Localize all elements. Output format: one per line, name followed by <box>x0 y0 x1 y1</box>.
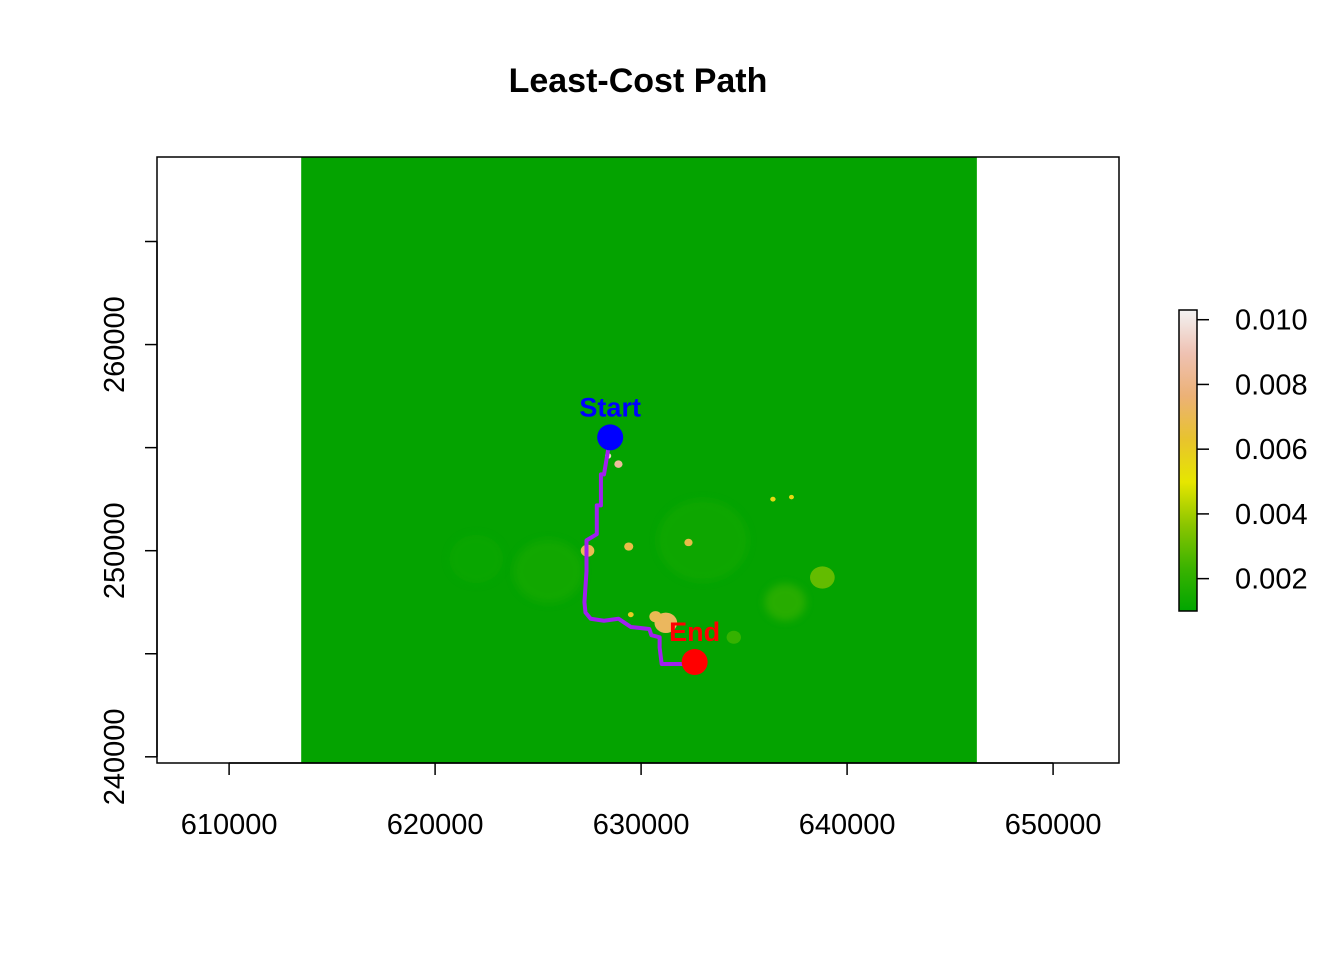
cost-patch <box>770 496 776 502</box>
cost-patch <box>684 538 693 547</box>
cost-patch <box>449 534 504 584</box>
y-tick-label: 240000 <box>99 708 131 805</box>
legend-colorbar <box>1178 309 1198 612</box>
cost-patch <box>614 460 623 468</box>
cost-patch <box>657 499 749 582</box>
start-label: Start <box>579 392 641 422</box>
x-tick-label: 610000 <box>181 809 278 841</box>
cost-patch <box>788 494 794 500</box>
cost-patch <box>513 539 584 603</box>
x-tick-label: 640000 <box>799 809 896 841</box>
x-tick-label: 650000 <box>1005 809 1102 841</box>
end-label: End <box>669 617 720 647</box>
cost-patch <box>627 611 634 618</box>
legend-tick-label: 0.002 <box>1235 564 1308 596</box>
start-marker <box>597 424 624 451</box>
map-area <box>301 157 977 763</box>
y-tick-label: 250000 <box>99 502 131 599</box>
cost-patch <box>764 583 806 621</box>
cost-raster-patches <box>449 453 835 644</box>
legend-tick-label: 0.006 <box>1235 434 1308 466</box>
least-cost-path-line <box>582 436 695 667</box>
color-legend: 0.002 0.004 0.006 0.008 0.010 <box>1178 305 1308 612</box>
legend-tick-label: 0.004 <box>1235 499 1308 531</box>
end-marker <box>681 649 708 675</box>
y-axis: 240000 250000 260000 <box>99 240 158 805</box>
cost-patch <box>810 566 835 589</box>
cost-raster <box>301 157 977 763</box>
cost-patch <box>624 542 634 551</box>
map-title: Least-Cost Path <box>509 62 768 100</box>
cost-patch <box>726 630 741 644</box>
x-axis: 610000 620000 630000 640000 650000 <box>181 762 1102 841</box>
legend-tick-label: 0.008 <box>1235 369 1308 401</box>
cost-patch <box>649 611 662 623</box>
x-tick-label: 630000 <box>593 809 690 841</box>
legend-tick-label: 0.010 <box>1235 305 1308 337</box>
x-tick-label: 620000 <box>387 809 484 841</box>
y-tick-label: 260000 <box>99 296 131 393</box>
